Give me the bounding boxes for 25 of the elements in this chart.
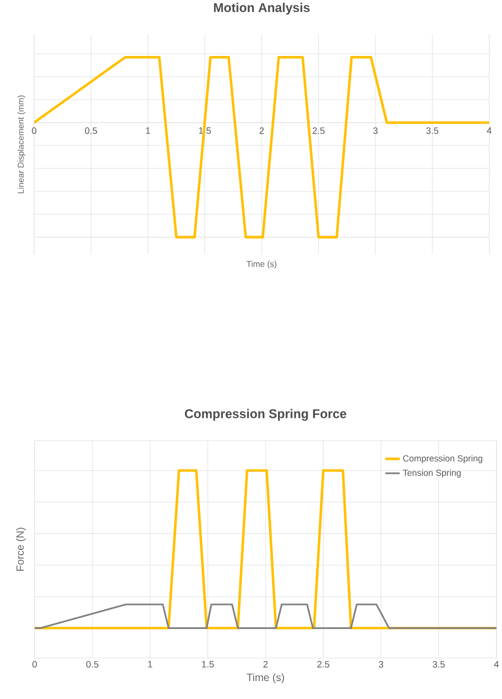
x-axis-title: Time (s) xyxy=(246,673,284,684)
x-tick-label: 0.5 xyxy=(86,661,98,668)
chart-title: Motion Analysis xyxy=(214,2,310,15)
x-tick-label: 0 xyxy=(32,127,36,134)
legend-label: Tension Spring xyxy=(402,469,461,478)
x-axis-title: Time (s) xyxy=(246,260,277,269)
x-tick-label: 2 xyxy=(264,661,268,668)
y-axis-title: Force (N) xyxy=(16,528,26,571)
x-tick-label: 2 xyxy=(260,127,264,134)
x-tick-label: 1 xyxy=(146,127,150,134)
x-tick-label: 2.5 xyxy=(312,127,325,134)
x-tick-label: 1.5 xyxy=(202,661,214,668)
x-tick-label: 0.5 xyxy=(85,127,98,134)
x-tick-label: 3.5 xyxy=(426,127,438,134)
x-tick-label: 3.5 xyxy=(432,661,445,668)
x-tick-label: 2.5 xyxy=(317,661,330,668)
x-tick-label: 4 xyxy=(486,127,492,134)
legend-label: Compression Spring xyxy=(403,455,482,464)
x-tick-label: 1 xyxy=(148,661,152,668)
chart-title: Compression Spring Force xyxy=(185,408,346,421)
y-axis-title: Linear Displacement (mm) xyxy=(18,96,26,194)
x-tick-label: 3 xyxy=(373,127,378,134)
x-tick-label: 0 xyxy=(32,661,37,668)
x-tick-label: 4 xyxy=(494,661,499,668)
x-tick-label: 3 xyxy=(378,661,384,668)
